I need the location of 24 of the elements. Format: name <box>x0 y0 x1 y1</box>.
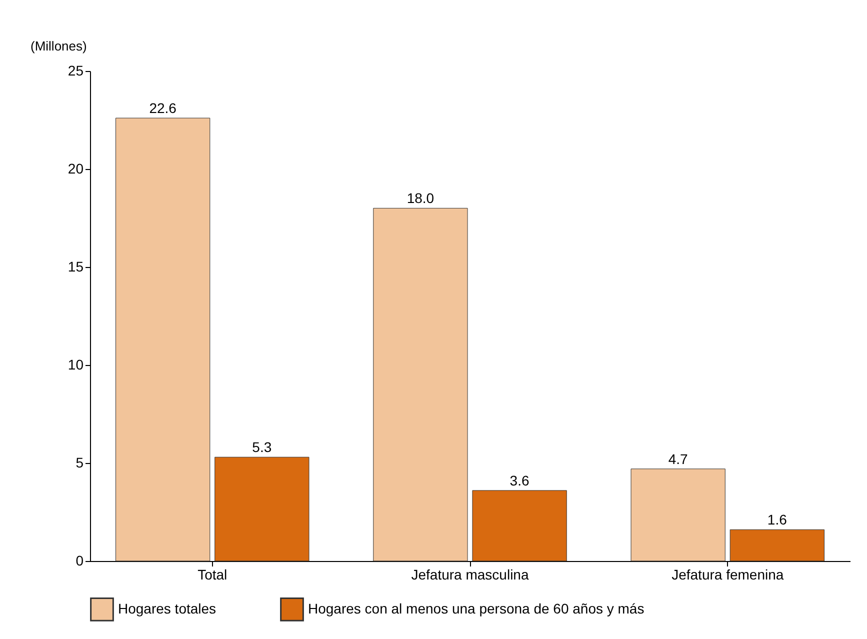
y-tick-label: 0 <box>76 552 84 568</box>
legend-label: Hogares totales <box>118 600 216 616</box>
bar <box>630 468 726 562</box>
y-tick-label: 25 <box>68 62 84 78</box>
y-tick-label: 20 <box>68 160 84 176</box>
bar <box>373 208 468 562</box>
data-label: 5.3 <box>252 439 272 456</box>
y-tick-label: 5 <box>76 454 84 470</box>
legend-label: Hogares con al menos una persona de 60 años y más <box>308 600 644 616</box>
y-tick-label: 15 <box>68 258 84 274</box>
data-label: 22.6 <box>149 100 177 116</box>
x-tick-label: Jefatura femenina <box>672 566 784 582</box>
bar <box>116 118 210 562</box>
data-label: 18.0 <box>406 190 434 206</box>
x-tick-label: Jefatura masculina <box>411 566 529 582</box>
data-label: 4.7 <box>668 450 688 467</box>
bar <box>472 490 567 562</box>
data-label: 3.6 <box>510 472 530 488</box>
y-tick-label: 10 <box>68 356 84 372</box>
x-tick-label: Total <box>198 566 228 582</box>
y-axis-title: (Millones) <box>30 38 87 54</box>
data-label: 1.6 <box>767 512 788 528</box>
bar <box>214 456 310 562</box>
bar <box>730 529 824 562</box>
